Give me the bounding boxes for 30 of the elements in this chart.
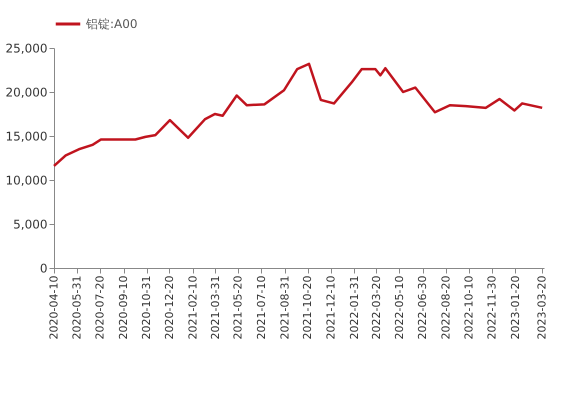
x-tick-label: 2023-01-20	[508, 276, 522, 340]
x-tick-label: 2020-12-20	[162, 276, 176, 340]
y-tick-label: 10,000	[6, 174, 48, 188]
x-tick-label: 2022-01-31	[348, 276, 361, 340]
x-tick-label: 2021-05-20	[232, 276, 245, 340]
x-tick-label: 2022-06-30	[416, 276, 430, 340]
x-tick-label: 2021-03-31	[208, 276, 222, 340]
x-tick-label: 2020-07-20	[93, 276, 106, 340]
x-tick-label: 2023-03-20	[536, 276, 549, 340]
x-tick-label: 2020-09-10	[117, 276, 130, 340]
x-tick-label: 2020-10-31	[140, 276, 154, 340]
y-tick-label: 0	[40, 262, 48, 276]
x-tick-label: 2022-03-20	[370, 276, 383, 340]
line-series	[52, 62, 544, 168]
x-tick-label: 2022-08-20	[439, 276, 452, 340]
x-tick-label: 2020-05-31	[70, 276, 84, 340]
x-tick-label: 2021-02-10	[186, 276, 200, 340]
y-tick-label: 5,000	[13, 218, 48, 232]
y-tick-label: 15,000	[6, 130, 48, 144]
x-tick-label: 2020-04-10	[48, 276, 60, 340]
x-tick-label: 2022-05-10	[392, 276, 406, 340]
x-tick-label: 2022-10-10	[462, 276, 476, 340]
y-tick-label: 20,000	[6, 86, 48, 100]
x-tick-label: 2022-11-30	[486, 276, 499, 340]
x-tick-label: 2021-12-10	[324, 276, 338, 340]
x-tick-label: 2021-07-10	[254, 276, 268, 340]
y-tick-label: 25,000	[6, 42, 48, 56]
x-tick-label: 2021-08-31	[278, 276, 292, 340]
x-tick-label: 2021-10-20	[301, 276, 314, 340]
legend-label: 铝锭:A00	[85, 17, 138, 31]
